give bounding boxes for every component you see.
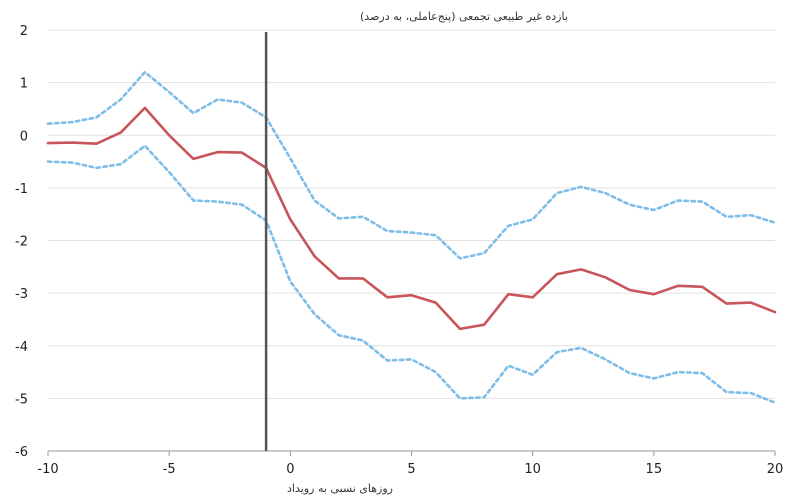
x-tick-label: 0: [286, 462, 294, 477]
gridlines: [48, 29, 775, 452]
y-tick-label: 1: [20, 77, 28, 92]
y-tick-labels: 2 1 0 -1 -2 -3 -4 -5 -6: [15, 24, 28, 460]
x-axis: -10 -5 0 5 10 15 20: [37, 451, 783, 477]
y-tick-label: -4: [15, 340, 28, 355]
x-tick-label: 20: [767, 462, 784, 477]
series-lines: [46, 70, 777, 404]
car-mean-line: [46, 106, 777, 331]
x-axis-label: روزهای نسبی به رویداد: [287, 482, 393, 495]
lower-confidence-band: [46, 144, 777, 404]
x-tick-label: 10: [524, 462, 541, 477]
y-tick-label: -3: [15, 287, 28, 302]
y-tick-label: -6: [15, 445, 28, 460]
x-tick-label: -10: [37, 462, 58, 477]
y-axis-label: بازده غیر طبیعی تجمعی (پنج‌عاملی، به درص…: [360, 10, 568, 23]
y-tick-label: -2: [15, 235, 28, 250]
y-tick-label: -5: [15, 392, 28, 407]
x-tick-label: -5: [163, 462, 176, 477]
y-tick-label: 0: [20, 129, 28, 144]
x-tick-label: 5: [407, 462, 415, 477]
upper-confidence-band: [46, 70, 777, 260]
y-tick-label: -1: [15, 182, 28, 197]
x-tick-label: 15: [646, 462, 663, 477]
y-tick-label: 2: [20, 24, 28, 39]
